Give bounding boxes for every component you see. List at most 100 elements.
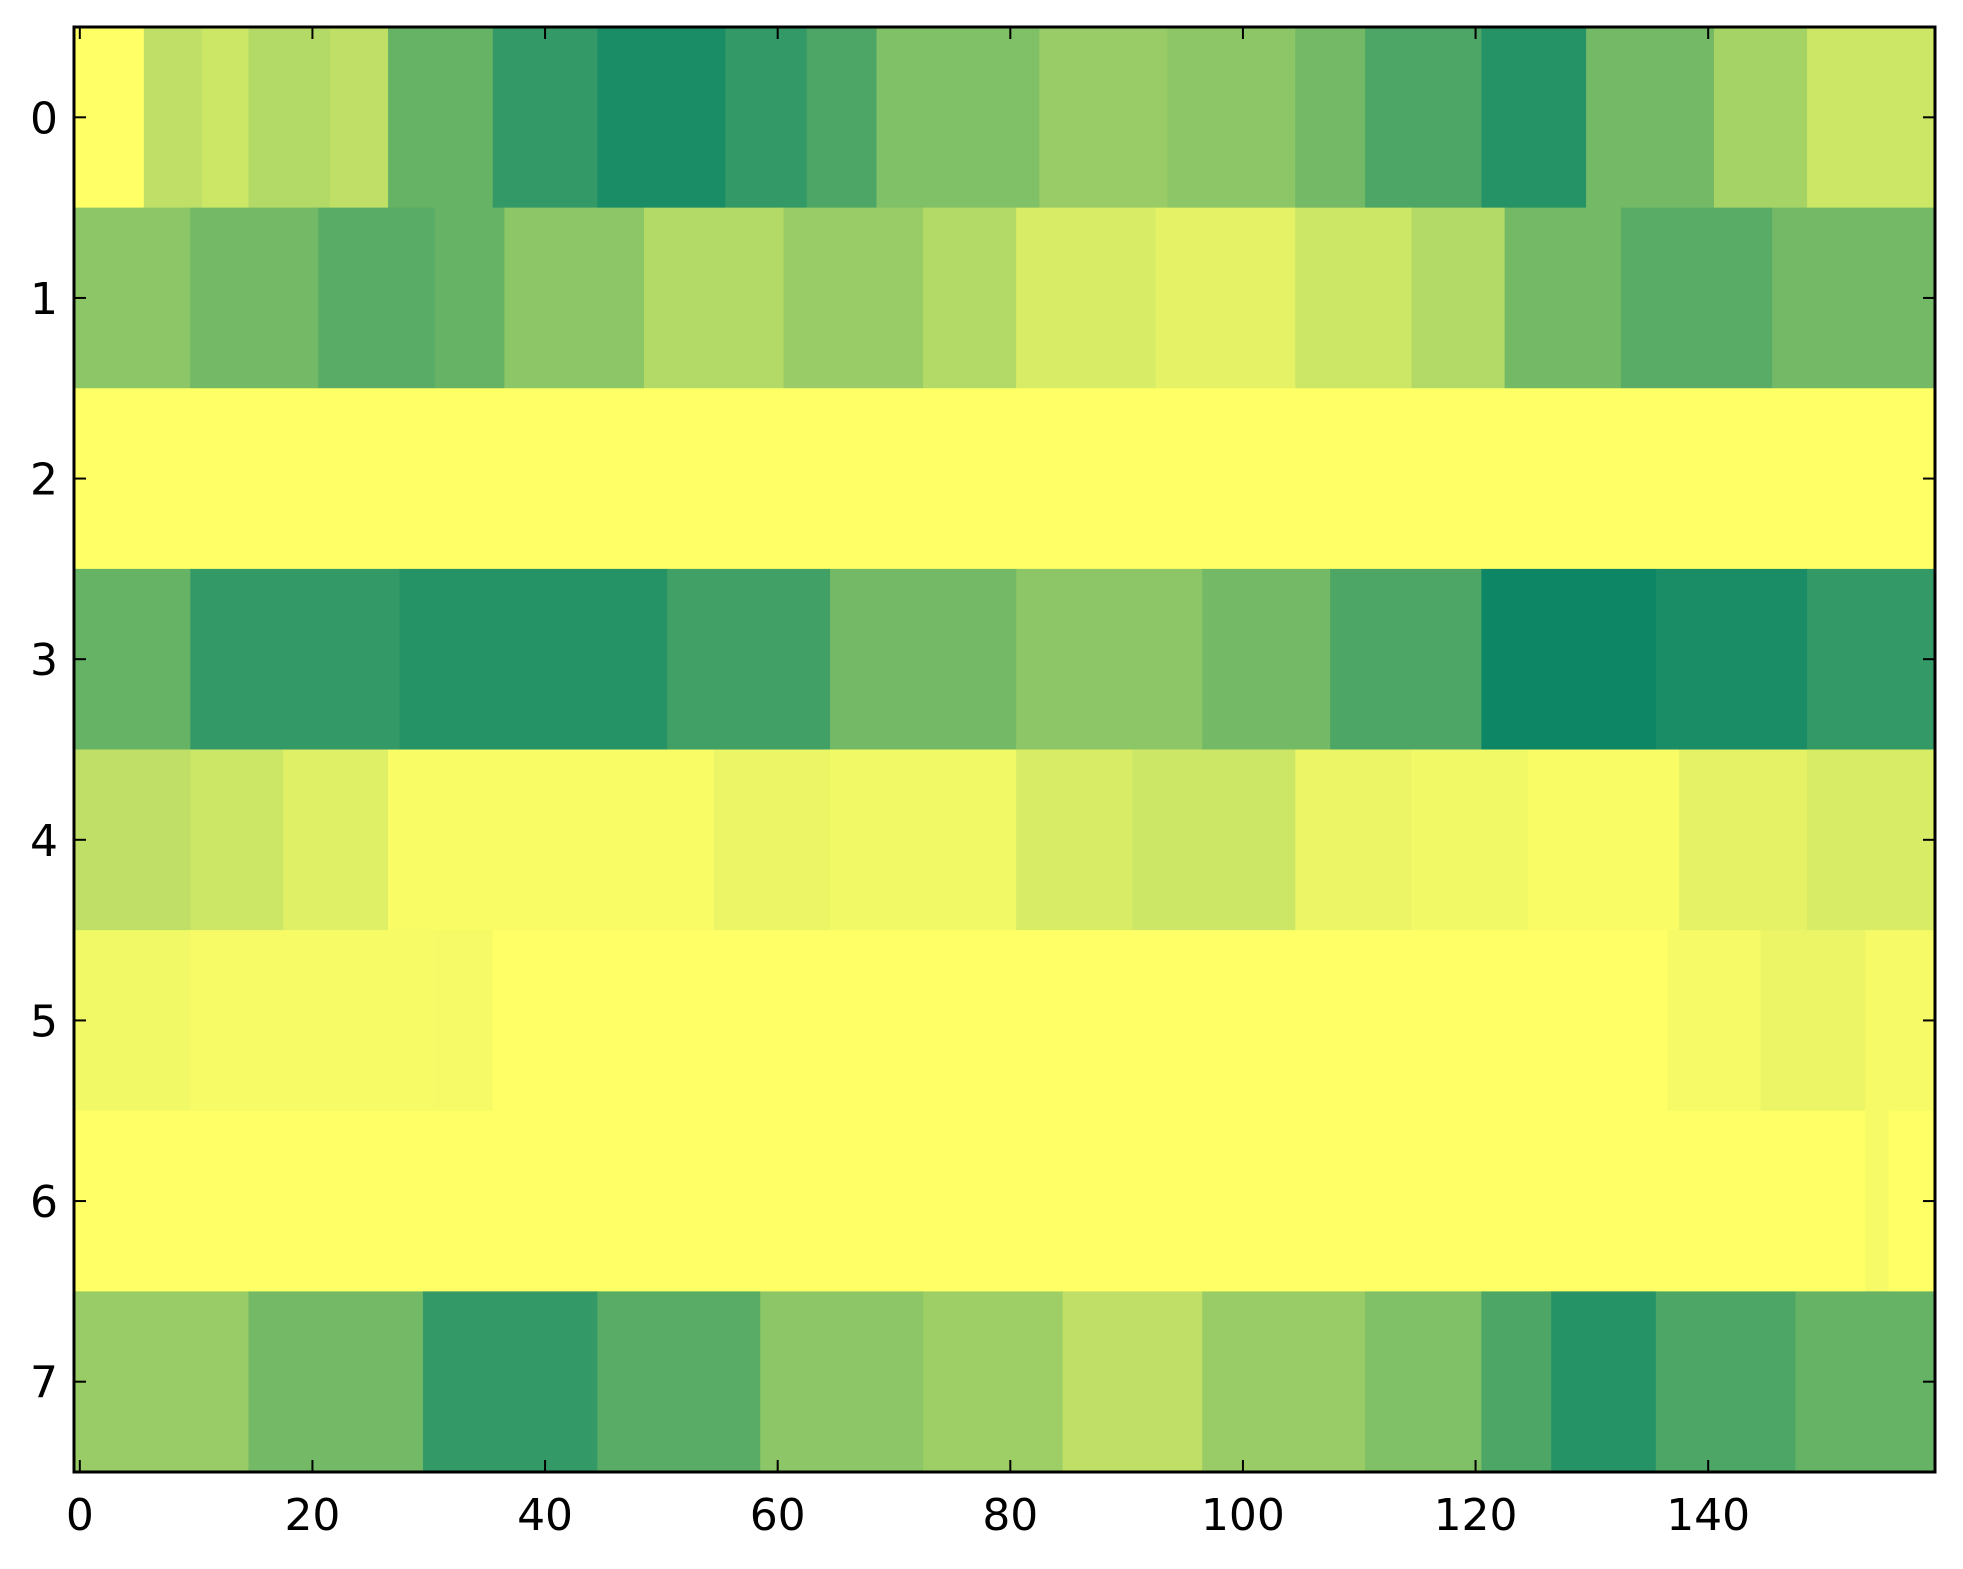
heatmap-cell-row-0-cols-11-14 [201,27,250,209]
heatmap-cell-row-4-cols-18-26 [283,749,389,931]
heatmap-cell-row-7-cols-85-96 [1062,1291,1203,1473]
heatmap-cell-row-6-cols-0-153 [74,1110,1866,1292]
heatmap-cell-row-1-cols-146-159 [1772,207,1936,389]
heatmap-cell-row-3-cols-108-120 [1330,568,1482,751]
heatmap-cell-row-1-cols-133-145 [1620,207,1773,389]
heatmap-cell-row-1-cols-93-104 [1155,207,1296,389]
heatmap-cell-row-1-cols-73-80 [923,207,1017,389]
heatmap-cell-row-7-cols-148-159 [1795,1291,1936,1473]
x-tick-label-100: 100 [1201,1490,1285,1541]
heatmap-cell-row-4-cols-125-137 [1527,749,1680,931]
heatmap-cell-row-7-cols-127-135 [1551,1291,1657,1473]
heatmap-cell-row-4-cols-115-124 [1411,749,1529,931]
heatmap-cell-row-7-cols-73-84 [923,1291,1064,1473]
x-tick-label-60: 60 [750,1490,806,1541]
heatmap-cell-row-7-cols-136-147 [1655,1291,1797,1473]
heatmap-cell-row-3-cols-97-107 [1202,568,1331,751]
heatmap-cell-row-2-cols-0-159 [74,388,1936,570]
y-tick-label-0: 0 [30,93,58,144]
heatmap-cell-row-1-cols-81-92 [1016,207,1157,389]
heatmap-cell-row-0-cols-15-21 [248,27,331,209]
heatmap-cell-row-4-cols-149-159 [1807,749,1936,931]
heatmap-cell-row-1-cols-49-60 [643,207,785,389]
y-tick-label-1: 1 [30,274,58,325]
y-tick-label-5: 5 [30,996,58,1047]
heatmap-cell-row-5-cols-10-30 [190,930,436,1112]
heatmap-cell-row-0-cols-83-93 [1039,27,1168,209]
heatmap-cell-row-4-cols-10-17 [190,749,284,931]
heatmap-cell-row-0-cols-130-140 [1586,27,1715,209]
heatmap-cell-row-1-cols-123-132 [1504,207,1622,389]
y-tick-label-2: 2 [30,455,58,506]
heatmap-cell-row-0-cols-94-104 [1167,27,1296,209]
heatmap-cell-row-0-cols-69-82 [876,27,1040,209]
heatmap-cell-row-0-cols-141-148 [1714,27,1808,209]
heatmap-cell-row-0-cols-149-159 [1807,27,1936,209]
heatmap-cell-row-4-cols-55-64 [713,749,831,931]
heatmap-cell-row-4-cols-0-9 [74,749,191,931]
heatmap-cell-row-3-cols-10-27 [190,568,401,751]
x-tick-label-140: 140 [1666,1490,1750,1541]
heatmap-cell-row-7-cols-121-126 [1481,1291,1552,1473]
heatmap-cell-row-0-cols-111-120 [1365,27,1482,209]
heatmap-cell-row-5-cols-145-153 [1760,930,1866,1112]
heatmap-cell-row-3-cols-149-159 [1807,568,1936,751]
heatmap-cell-row-5-cols-0-9 [74,930,191,1112]
x-tick-label-20: 20 [284,1490,340,1541]
heatmap-cell-row-1-cols-115-122 [1411,207,1506,389]
heatmap-cell-row-5-cols-36-136 [492,930,1669,1112]
heatmap-cell-row-4-cols-27-54 [388,749,715,931]
heatmap-cell-row-4-cols-105-114 [1295,749,1413,931]
heatmap-cell-row-3-cols-81-96 [1016,568,1203,751]
heatmap-cell-row-1-cols-0-9 [74,207,191,389]
heatmap-cell-row-0-cols-56-62 [725,27,808,209]
heatmap-cell-row-7-cols-0-14 [74,1291,250,1473]
heatmap-cell-row-5-cols-137-144 [1667,930,1762,1112]
y-tick-label-4: 4 [30,816,58,867]
y-tick-label-3: 3 [30,635,58,686]
heatmap-cell-row-7-cols-59-72 [760,1291,924,1473]
heatmap-cell-row-5-cols-31-35 [434,930,494,1112]
heatmap-cell-row-6-cols-154-155 [1865,1110,1890,1292]
x-tick-label-40: 40 [517,1490,573,1541]
x-tick-label-120: 120 [1434,1490,1518,1541]
heatmap-cell-row-1-cols-37-48 [504,207,645,389]
heatmap-cell-row-0-cols-63-68 [806,27,878,209]
heatmap-cell-row-0-cols-27-35 [388,27,494,209]
heatmap-cell-row-0-cols-121-129 [1481,27,1587,209]
heatmap-cell-row-0-cols-22-26 [329,27,389,209]
heatmap-cell-row-3-cols-136-148 [1655,568,1808,751]
x-tick-label-80: 80 [982,1490,1038,1541]
heatmap-cell-row-4-cols-91-104 [1132,749,1296,931]
heatmap-cell-row-1-cols-61-72 [783,207,924,389]
heatmap-cell-row-7-cols-15-29 [248,1291,424,1473]
heatmap-cell-row-3-cols-28-50 [399,568,668,751]
axes-frame [72,25,1937,1474]
heatmap-cell-row-3-cols-0-9 [74,568,191,751]
axis-ticks: 0 20 40 60 80 100 120 140 0 1 2 3 4 5 6 7 [30,27,1935,1541]
y-tick-label-6: 6 [30,1177,58,1228]
heatmap-cell-row-1-cols-10-20 [190,207,319,389]
heatmap-cell-row-1-cols-105-114 [1295,207,1413,389]
heatmap-cell-row-7-cols-111-120 [1365,1291,1482,1473]
heatmap-cell-row-3-cols-51-64 [667,568,831,751]
heatmap-cell-row-7-cols-97-110 [1202,1291,1366,1473]
heatmap-cell-row-0-cols-36-44 [492,27,598,209]
heatmap-cell-row-7-cols-45-58 [597,1291,761,1473]
x-tick-label-0: 0 [66,1490,94,1541]
heatmap-cell-row-4-cols-138-148 [1679,749,1808,931]
heatmap-cell-row-3-cols-121-135 [1481,568,1657,751]
heatmap-cell-row-0-cols-105-110 [1295,27,1366,209]
heatmap-cell-row-3-cols-65-80 [830,568,1017,751]
heatmap-cell-row-1-cols-31-36 [434,207,505,389]
heatmap-cell-row-4-cols-65-80 [830,749,1017,931]
heatmap-cell-row-0-cols-45-55 [597,27,726,209]
heatmap-cells [74,27,1936,1473]
heatmap-cell-row-1-cols-21-30 [318,207,436,389]
y-tick-label-7: 7 [30,1358,58,1409]
heatmap-cell-row-4-cols-81-90 [1016,749,1134,931]
heatmap-cell-row-7-cols-30-44 [422,1291,599,1473]
heatmap-cell-row-0-cols-6-10 [143,27,203,209]
